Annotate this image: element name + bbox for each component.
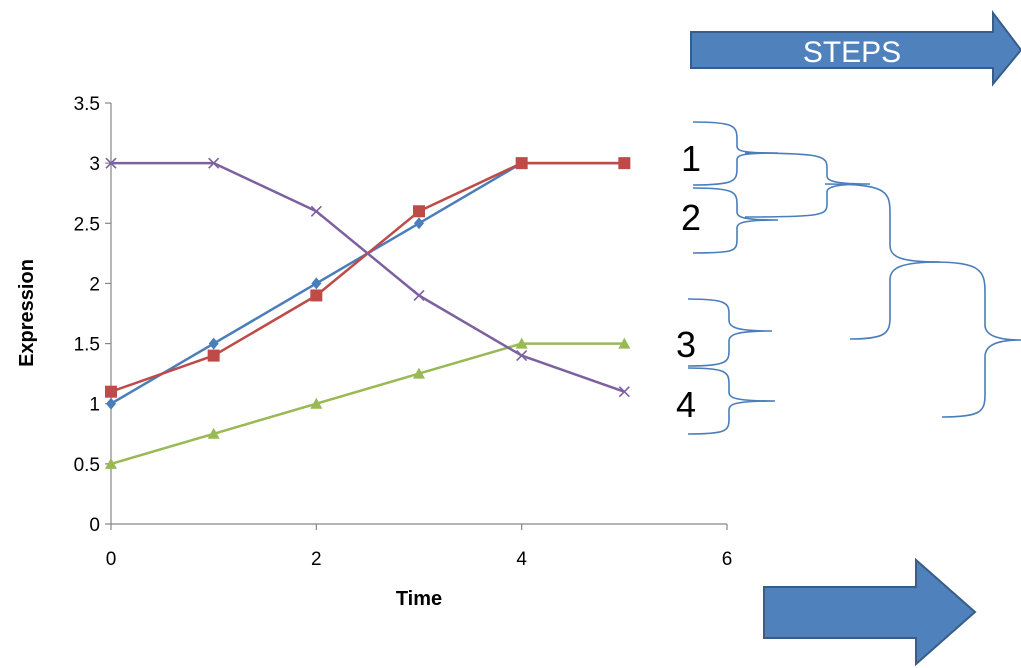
- data-point-diamond: [208, 337, 219, 350]
- step-braces: [687, 121, 1021, 435]
- series-1: [106, 157, 630, 410]
- data-point-triangle: [207, 427, 220, 439]
- y-axis-title: Expression: [16, 259, 38, 367]
- data-point-x: [208, 157, 220, 169]
- x-tick-label: 0: [106, 549, 117, 570]
- brace-steps-1-2: [744, 152, 871, 218]
- data-point-diamond: [311, 277, 322, 290]
- data-point-triangle: [310, 397, 323, 409]
- y-tick-label: 2: [89, 274, 100, 295]
- x-axis-ticks: 0 2 4 6: [106, 524, 733, 570]
- series-line: [110, 161, 625, 405]
- data-point-x: [516, 350, 528, 362]
- data-point-triangle: [618, 337, 631, 349]
- y-tick-label: 1: [89, 395, 100, 416]
- brace-step-4: [687, 367, 776, 435]
- y-tick-label: 3: [89, 154, 100, 175]
- series-layer: [105, 157, 631, 469]
- x-tick-label: 6: [722, 549, 733, 570]
- steps-banner-text: STEPS: [803, 36, 901, 69]
- data-point-diamond: [414, 217, 424, 230]
- data-point-square: [413, 205, 425, 218]
- data-point-triangle: [515, 337, 528, 349]
- step-label-1: 1: [681, 138, 701, 179]
- y-tick-label: 1.5: [74, 335, 100, 356]
- steps-arrow: STEPS: [690, 10, 1021, 87]
- data-point-x: [310, 205, 322, 217]
- data-point-triangle: [105, 457, 117, 469]
- brace-step-3: [687, 298, 773, 367]
- y-axis-ticks: 0 0.5 1 1.5 2 2.5 3 3.5: [74, 94, 111, 536]
- y-tick-label: 2.5: [74, 214, 100, 235]
- data-point-diamond: [106, 397, 116, 410]
- y-tick-label: 3.5: [74, 94, 100, 115]
- steps-arrow-shape: [690, 10, 1021, 87]
- series-3: [105, 337, 631, 469]
- step-label-3: 3: [676, 324, 696, 365]
- data-point-square: [310, 289, 323, 302]
- x-tick-label: 2: [311, 549, 322, 570]
- x-tick-label: 4: [516, 549, 527, 570]
- data-point-square: [618, 157, 631, 170]
- step-label-4: 4: [676, 384, 696, 425]
- data-point-x: [413, 289, 425, 302]
- series-line: [110, 342, 625, 466]
- next-arrow-icon: [763, 557, 977, 667]
- line-chart: 0 0.5 1 1.5 2 2.5 3 3.5 0 2 4 6 Time Expression: [16, 94, 732, 610]
- data-point-x: [618, 386, 630, 398]
- brace-step-2: [692, 187, 779, 254]
- x-axis-title: Time: [396, 588, 442, 610]
- step-label-2: 2: [681, 197, 701, 238]
- series-line: [111, 161, 625, 393]
- data-point-x: [105, 157, 117, 169]
- y-tick-label: 0.5: [74, 455, 100, 476]
- data-point-square: [207, 349, 220, 362]
- data-point-triangle: [413, 367, 425, 379]
- data-point-square: [105, 385, 117, 398]
- series-4: [105, 157, 630, 398]
- brace-right-group: [931, 261, 1021, 418]
- data-point-square: [515, 157, 528, 170]
- chart-axes: [110, 103, 727, 525]
- brace-left-group: [824, 183, 941, 340]
- y-tick-label: 0: [89, 515, 100, 536]
